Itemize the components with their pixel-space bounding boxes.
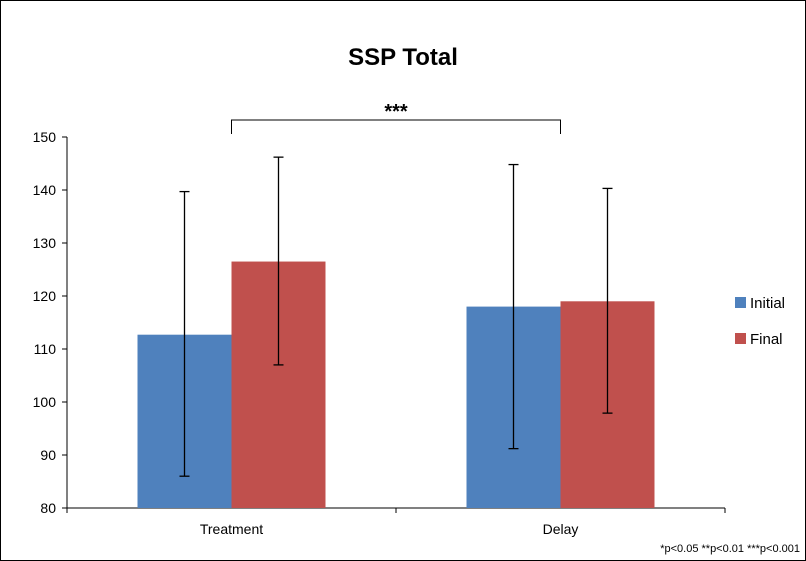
significance-bracket: [231, 119, 561, 134]
y-tick-label: 80: [40, 500, 56, 516]
legend-swatch-final: [735, 333, 746, 344]
y-tick-label: 150: [33, 129, 57, 145]
legend-label-initial: Initial: [750, 295, 785, 312]
y-tick-label: 120: [33, 288, 57, 304]
plot-area: 80 90 100 110 120 130 140 150 Treatment Delay ***: [33, 101, 726, 537]
x-tick-label: Treatment: [200, 521, 263, 537]
y-tick-label: 100: [33, 394, 57, 410]
significance-label: ***: [384, 101, 408, 123]
y-tick-label: 110: [34, 341, 57, 357]
significance-footnote: *p<0.05 **p<0.01 ***p<0.001: [660, 543, 800, 555]
y-tick-label: 130: [33, 235, 57, 251]
x-tick-label: Delay: [543, 521, 579, 537]
y-tick-label: 90: [40, 447, 56, 463]
legend-label-final: Final: [750, 331, 783, 348]
legend-swatch-initial: [735, 297, 746, 308]
legend: Initial Final: [735, 295, 785, 348]
chart-title: SSP Total: [348, 44, 458, 71]
y-tick-label: 140: [33, 182, 57, 198]
